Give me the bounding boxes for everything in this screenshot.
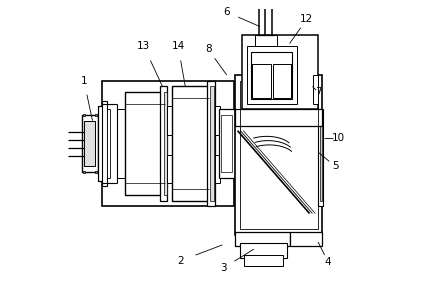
Text: 2: 2 [178,256,184,265]
Text: 4: 4 [325,257,331,267]
Bar [215,106,219,135]
Bar [167,106,172,135]
Bar [82,115,98,172]
Bar [219,109,238,178]
Bar [84,121,95,166]
Bar [242,35,318,109]
Text: 5: 5 [332,161,338,171]
Bar [247,46,297,104]
Text: 12: 12 [300,14,313,24]
Bar [207,81,215,206]
Bar [235,75,322,235]
Bar [167,155,172,183]
Bar [251,52,292,99]
Bar [95,171,97,173]
Bar [319,115,322,201]
Bar [107,109,110,178]
Bar [164,92,167,195]
Bar [240,81,318,229]
Bar [83,114,85,116]
Bar [252,63,271,98]
Bar [125,92,165,195]
Bar [103,101,107,186]
Bar [95,114,97,116]
Bar [273,63,291,98]
Bar [289,232,322,246]
Text: 1: 1 [81,76,87,86]
Text: 14: 14 [171,41,185,51]
Text: 6: 6 [223,7,230,17]
Text: 13: 13 [137,41,151,51]
Bar [215,155,219,183]
Bar [97,106,103,181]
Bar [172,86,209,201]
Bar [221,115,233,172]
Bar [244,255,283,266]
Bar [83,171,85,173]
Text: 8: 8 [205,44,211,54]
Text: 10: 10 [332,133,345,143]
Bar [318,109,323,206]
Bar [210,86,214,201]
Bar [255,35,277,46]
Text: 3: 3 [221,263,227,273]
Bar [240,243,287,258]
Bar [313,75,318,104]
Bar [235,109,322,126]
Bar [235,232,289,246]
Text: 7: 7 [315,87,322,97]
Bar [103,81,234,206]
Bar [160,86,167,201]
